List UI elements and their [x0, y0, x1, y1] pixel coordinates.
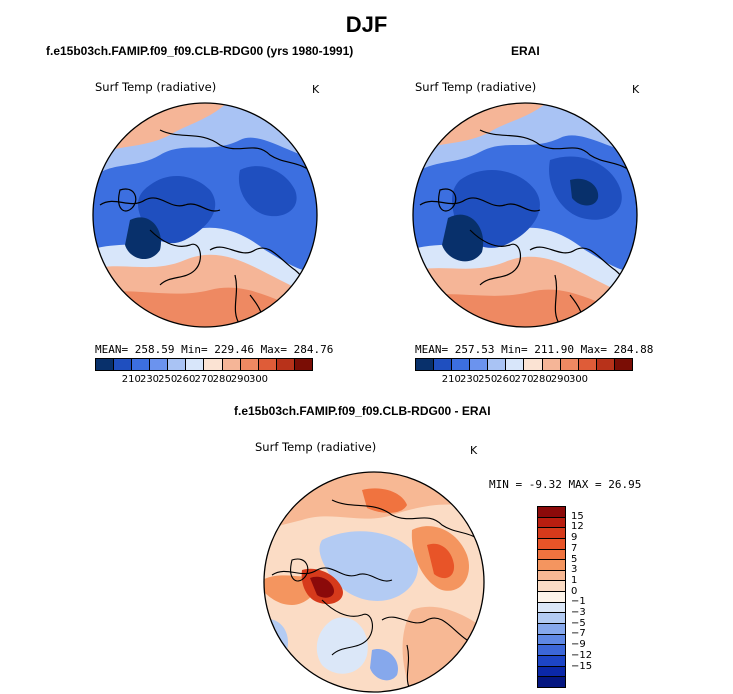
- colorbar-swatch: [538, 538, 565, 550]
- diff-panel-title: f.e15b03ch.FAMIP.f09_f09.CLB-RDG00 - ERA…: [234, 404, 491, 418]
- colorbar-swatch: [434, 359, 453, 370]
- colorbar-tick-label: −9: [571, 639, 586, 651]
- colorbar-tick-label: 12: [571, 521, 584, 533]
- obs-stats: MEAN= 257.53 Min= 211.90 Max= 284.88: [415, 343, 654, 356]
- colorbar-swatch: [258, 359, 277, 370]
- colorbar-swatch: [240, 359, 259, 370]
- colorbar-tick-label: 290: [550, 374, 570, 385]
- colorbar-tick-label: 270: [514, 374, 534, 385]
- colorbar-tick-label: −7: [571, 628, 586, 640]
- colorbar-swatch: [538, 528, 565, 539]
- obs-variable-label: Surf Temp (radiative): [415, 80, 537, 94]
- colorbar-tick-label: −15: [571, 660, 593, 672]
- colorbar-tick-label: 230: [459, 374, 480, 385]
- colorbar-swatch: [222, 359, 241, 370]
- diff-polar-map: [263, 471, 485, 693]
- colorbar-tick-label: 300: [248, 374, 269, 385]
- colorbar-swatch: [538, 634, 565, 646]
- colorbar-tick-label: 280: [532, 374, 552, 385]
- colorbar-swatch: [538, 602, 565, 614]
- colorbar-swatch: [132, 359, 151, 370]
- colorbar-swatch: [204, 359, 223, 370]
- colorbar-swatch: [560, 359, 579, 370]
- colorbar-swatch: [538, 666, 565, 678]
- colorbar-swatch: [150, 359, 169, 370]
- colorbar-tick-label: 15: [571, 510, 584, 522]
- diff-colorbar-ticks: 15 12 9 7 5 3 1 0 −1 −3 −5 −7 −9 −12 −15: [571, 506, 611, 688]
- colorbar-swatch: [538, 624, 565, 635]
- colorbar-swatch: [538, 517, 565, 529]
- colorbar-tick-label: 300: [568, 374, 589, 385]
- colorbar-tick-label: 210: [121, 374, 141, 385]
- colorbar-swatch: [538, 581, 565, 593]
- colorbar-swatch: [294, 359, 312, 370]
- obs-panel-title: ERAI: [511, 44, 540, 58]
- colorbar-swatch: [542, 359, 561, 370]
- obs-units-label: K: [632, 83, 640, 96]
- colorbar-swatch: [114, 359, 133, 370]
- figure-title: DJF: [345, 12, 388, 37]
- model-units-label: K: [312, 83, 320, 96]
- model-stats: MEAN= 258.59 Min= 229.46 Max= 284.76: [95, 343, 334, 356]
- colorbar-tick-label: 270: [194, 374, 214, 385]
- diff-stats: MIN = -9.32 MAX = 26.95: [489, 478, 642, 491]
- colorbar-tick-label: 0: [571, 585, 578, 597]
- colorbar-swatch: [538, 613, 565, 625]
- colorbar-swatch: [538, 592, 565, 603]
- colorbar-tick-label: −1: [571, 596, 586, 608]
- colorbar-swatch: [614, 359, 632, 370]
- colorbar-swatch: [416, 359, 435, 370]
- obs-polar-map: [412, 102, 638, 328]
- colorbar-swatch: [96, 359, 115, 370]
- diff-variable-label: Surf Temp (radiative): [255, 440, 377, 454]
- model-colorbar: [95, 358, 313, 371]
- colorbar-tick-label: 250: [478, 374, 498, 385]
- colorbar-tick-label: 5: [571, 553, 578, 565]
- colorbar-swatch: [538, 507, 565, 518]
- colorbar-swatch: [538, 677, 565, 687]
- colorbar-swatch: [524, 359, 543, 370]
- colorbar-tick-label: 260: [176, 374, 196, 385]
- diff-units-label: K: [470, 444, 478, 457]
- colorbar-tick-label: 9: [571, 532, 578, 544]
- colorbar-swatch: [452, 359, 471, 370]
- colorbar-swatch: [186, 359, 205, 370]
- diff-colorbar: [537, 506, 566, 688]
- model-panel-title: f.e15b03ch.FAMIP.f09_f09.CLB-RDG00 (yrs …: [46, 44, 354, 58]
- colorbar-swatch: [596, 359, 615, 370]
- colorbar-tick-label: 280: [212, 374, 232, 385]
- colorbar-tick-label: −3: [571, 607, 586, 619]
- colorbar-swatch: [538, 570, 565, 582]
- colorbar-tick-label: −12: [571, 649, 593, 661]
- colorbar-swatch: [538, 549, 565, 561]
- obs-colorbar: [415, 358, 633, 371]
- colorbar-tick-label: 290: [230, 374, 250, 385]
- colorbar-swatch: [276, 359, 295, 370]
- colorbar-swatch: [506, 359, 525, 370]
- colorbar-tick-label: 230: [139, 374, 160, 385]
- colorbar-swatch: [488, 359, 507, 370]
- colorbar-tick-label: 250: [158, 374, 178, 385]
- colorbar-tick-label: 260: [496, 374, 516, 385]
- colorbar-swatch: [538, 645, 565, 656]
- colorbar-tick-label: 3: [571, 564, 578, 576]
- colorbar-swatch: [538, 655, 565, 667]
- model-variable-label: Surf Temp (radiative): [95, 80, 217, 94]
- colorbar-tick-label: −5: [571, 617, 586, 629]
- colorbar-swatch: [538, 560, 565, 571]
- colorbar-swatch: [578, 359, 597, 370]
- colorbar-tick-label: 1: [571, 574, 578, 586]
- colorbar-tick-label: 7: [571, 542, 578, 554]
- colorbar-tick-label: 210: [441, 374, 461, 385]
- colorbar-swatch: [168, 359, 187, 370]
- model-polar-map: [92, 102, 318, 328]
- colorbar-swatch: [470, 359, 489, 370]
